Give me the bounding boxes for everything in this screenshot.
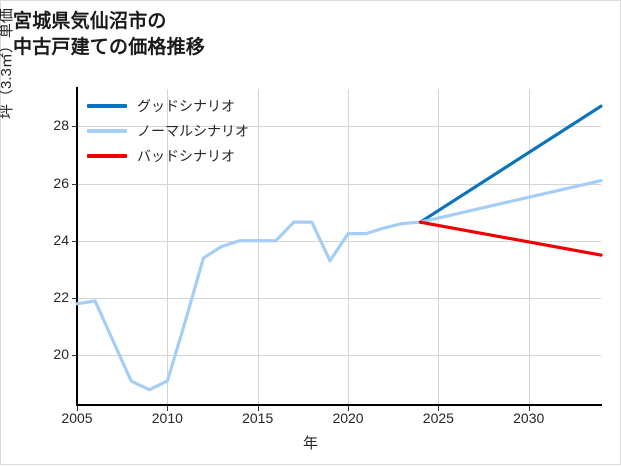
x-axis-tick-mark [167, 406, 169, 411]
x-axis-tick-mark [348, 406, 350, 411]
y-axis-tick-label: 22 [53, 289, 69, 306]
x-axis-tick-mark [77, 406, 78, 411]
y-axis-label: 坪（3.3㎡）単価（万円） [0, 0, 15, 119]
y-axis-tick-label: 28 [53, 117, 69, 134]
legend-item[interactable]: グッドシナリオ [87, 93, 249, 118]
y-axis-tick-mark [72, 298, 77, 300]
gridline-vertical [528, 89, 530, 404]
legend-item-label: ノーマルシナリオ [137, 123, 249, 140]
y-axis-tick-label: 20 [53, 346, 69, 363]
legend-item-label: グッドシナリオ [137, 98, 235, 115]
y-axis-tick-mark [72, 183, 77, 185]
gridline-horizontal [77, 183, 601, 185]
x-axis-tick-label: 2010 [151, 410, 183, 426]
gridline-vertical [257, 89, 259, 404]
y-axis-tick-label: 26 [53, 174, 69, 191]
x-axis-tick-mark [438, 406, 440, 411]
x-axis-label: 年 [302, 435, 318, 452]
y-axis-tick-mark [72, 240, 77, 242]
legend-item[interactable]: ノーマルシナリオ [87, 118, 249, 143]
x-axis-tick-mark [528, 406, 530, 411]
gridline-horizontal [77, 126, 601, 128]
y-axis-tick-mark [72, 355, 77, 357]
x-axis-tick-label: 2020 [332, 410, 364, 426]
legend-color-swatch [87, 128, 127, 133]
chart-legend: グッドシナリオ ノーマルシナリオ バッドシナリオ [87, 93, 249, 168]
x-axis-tick-mark [257, 406, 259, 411]
chart-title: 宮城県気仙沼市の 中古戸建ての価格推移 [13, 11, 206, 58]
gridline-horizontal [77, 298, 601, 300]
gridline-vertical [438, 89, 440, 404]
x-axis-tick-label: 2025 [422, 410, 454, 426]
legend-item-label: バッドシナリオ [137, 148, 235, 165]
x-axis-tick-label: 2005 [61, 410, 93, 426]
gridline-horizontal [77, 355, 601, 357]
legend-color-swatch [87, 153, 127, 158]
x-axis-line [76, 404, 602, 406]
y-axis-line [76, 87, 78, 406]
gridline-vertical [348, 89, 350, 404]
legend-item[interactable]: バッドシナリオ [87, 143, 249, 168]
legend-color-swatch [87, 103, 127, 108]
y-axis-tick-label: 24 [53, 231, 69, 248]
y-axis-tick-mark [72, 126, 77, 128]
x-axis-tick-label: 2030 [513, 410, 545, 426]
x-axis-tick-label: 2015 [242, 410, 274, 426]
gridline-horizontal [77, 240, 601, 242]
